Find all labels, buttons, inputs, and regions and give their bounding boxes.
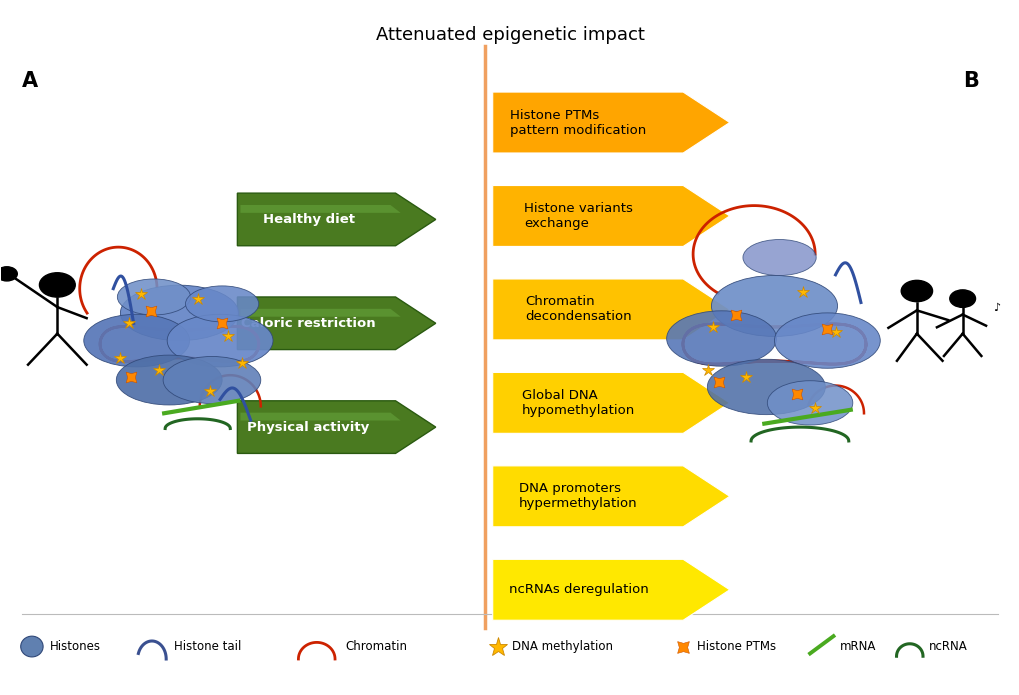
Text: mRNA: mRNA: [839, 640, 875, 653]
Ellipse shape: [167, 314, 273, 367]
Text: ncRNA: ncRNA: [928, 640, 967, 653]
Polygon shape: [492, 466, 729, 527]
Text: B: B: [962, 71, 977, 90]
Polygon shape: [492, 92, 729, 153]
Polygon shape: [240, 309, 400, 317]
Text: ♪: ♪: [993, 303, 1000, 313]
Text: Histone PTMs: Histone PTMs: [696, 640, 775, 653]
Polygon shape: [240, 413, 400, 420]
Polygon shape: [237, 193, 435, 246]
Text: Healthy diet: Healthy diet: [262, 213, 355, 226]
Text: Chromatin
decondensation: Chromatin decondensation: [525, 295, 631, 323]
Text: Histones: Histones: [50, 640, 101, 653]
Text: Caloric restriction: Caloric restriction: [242, 317, 375, 329]
Ellipse shape: [710, 275, 837, 336]
Polygon shape: [237, 401, 435, 453]
Text: Histone PTMs
pattern modification: Histone PTMs pattern modification: [510, 108, 646, 136]
Ellipse shape: [84, 314, 190, 367]
Text: Global DNA
hypomethylation: Global DNA hypomethylation: [522, 389, 635, 417]
Polygon shape: [492, 373, 729, 434]
Circle shape: [40, 272, 75, 297]
Ellipse shape: [706, 359, 824, 415]
Text: DNA promoters
hypermethylation: DNA promoters hypermethylation: [519, 482, 637, 510]
Polygon shape: [492, 279, 729, 340]
Text: Chromatin: Chromatin: [344, 640, 407, 653]
Text: DNA methylation: DNA methylation: [512, 640, 612, 653]
Ellipse shape: [116, 355, 222, 405]
Ellipse shape: [742, 240, 815, 275]
Ellipse shape: [163, 357, 261, 404]
Circle shape: [901, 280, 931, 302]
Ellipse shape: [117, 279, 191, 315]
Ellipse shape: [666, 311, 775, 366]
Text: A: A: [21, 71, 38, 90]
Circle shape: [949, 290, 974, 307]
Text: Histone tail: Histone tail: [174, 640, 242, 653]
Polygon shape: [237, 297, 435, 350]
Ellipse shape: [766, 381, 852, 425]
Polygon shape: [492, 186, 729, 247]
Text: Histone variants
exchange: Histone variants exchange: [524, 202, 632, 230]
Ellipse shape: [185, 286, 259, 322]
Circle shape: [0, 267, 17, 281]
Ellipse shape: [773, 313, 879, 368]
Ellipse shape: [120, 285, 238, 341]
Text: Physical activity: Physical activity: [248, 420, 369, 434]
Polygon shape: [492, 559, 729, 620]
Text: Attenuated epigenetic impact: Attenuated epigenetic impact: [375, 26, 644, 44]
Text: ncRNAs deregulation: ncRNAs deregulation: [508, 583, 648, 596]
Polygon shape: [240, 205, 400, 213]
Ellipse shape: [20, 636, 43, 657]
